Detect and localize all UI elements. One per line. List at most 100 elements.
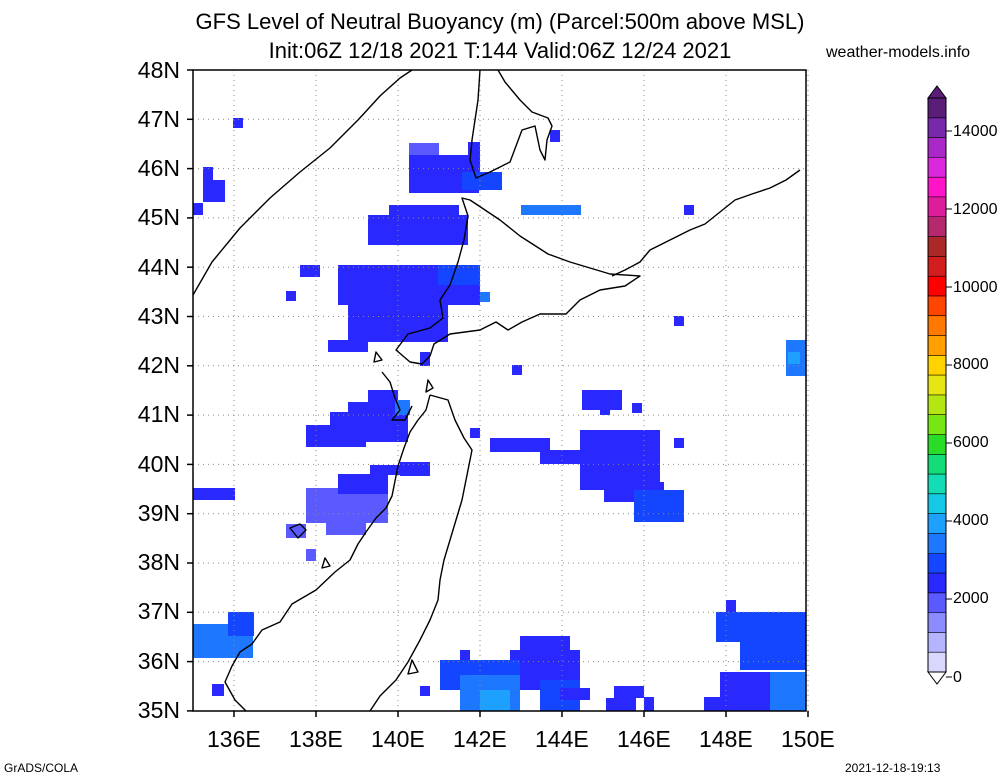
buoyancy-cell — [674, 316, 684, 326]
colorbar-swatch — [928, 592, 946, 614]
buoyancy-cell — [470, 428, 480, 438]
buoyancy-cell — [582, 390, 622, 410]
colorbar-swatch — [928, 394, 946, 416]
colorbar-swatch — [928, 295, 946, 317]
buoyancy-cell — [644, 697, 654, 711]
buoyancy-cell — [560, 688, 590, 700]
lat-tick-label: 35N — [137, 697, 180, 723]
graticule — [193, 70, 809, 711]
colorbar-swatch — [928, 434, 946, 455]
colorbar-swatch — [928, 375, 946, 396]
buoyancy-cell — [726, 600, 736, 612]
buoyancy-shading — [193, 118, 806, 711]
colorbar-swatch — [928, 454, 946, 475]
coastline-islet-c — [321, 557, 331, 569]
coastlines — [193, 70, 801, 711]
lon-tick-label: 140E — [371, 726, 425, 752]
buoyancy-cell — [704, 697, 734, 711]
lon-tick-label: 144E — [535, 726, 589, 752]
buoyancy-cell — [193, 203, 203, 215]
buoyancy-cell — [512, 365, 522, 375]
lat-tick-label: 40N — [137, 451, 180, 477]
colorbar-label: 0 — [953, 669, 962, 686]
colorbar-swatch — [928, 157, 946, 178]
lat-tick-label: 36N — [137, 648, 180, 674]
lat-tick-label: 43N — [137, 303, 180, 329]
coastline-islet-b — [373, 351, 383, 363]
lat-tick-label: 37N — [137, 598, 180, 624]
coastline-kurils — [611, 169, 801, 277]
buoyancy-cell — [203, 167, 213, 181]
buoyancy-cell — [338, 474, 388, 494]
colorbar-swatch — [928, 335, 946, 356]
colorbar-swatch — [928, 137, 946, 158]
buoyancy-cell — [480, 292, 490, 302]
buoyancy-cell — [460, 650, 470, 660]
lon-tick-label: 148E — [699, 726, 753, 752]
buoyancy-cell — [203, 180, 225, 202]
buoyancy-cell — [490, 438, 550, 452]
coastline-islet-d — [407, 659, 419, 675]
lat-tick-label: 45N — [137, 204, 180, 230]
colorbar-swatch — [928, 98, 946, 119]
buoyancy-cell — [580, 430, 660, 490]
buoyancy-cell — [438, 265, 480, 285]
coastline-hokkaido — [395, 197, 641, 365]
footer-timestamp: 2021-12-18-19:13 — [845, 761, 941, 775]
lat-tick-label: 38N — [137, 549, 180, 575]
buoyancy-cell — [326, 515, 366, 535]
colorbar-swatch — [928, 414, 946, 435]
coastline-sakhalin — [469, 70, 553, 179]
buoyancy-cell — [740, 630, 806, 670]
buoyancy-cell — [462, 172, 502, 190]
lon-tick-label: 146E — [617, 726, 671, 752]
footer-software: GrADS/COLA — [4, 761, 79, 775]
coastline-mainland-asia — [193, 70, 413, 296]
buoyancy-cell — [420, 686, 430, 696]
site-credit: weather-models.info — [826, 44, 971, 61]
buoyancy-cell — [600, 405, 610, 415]
buoyancy-cell — [330, 412, 360, 428]
colorbar-label: 10000 — [953, 279, 998, 296]
buoyancy-cell — [286, 291, 296, 301]
colorbar-label: 4000 — [953, 512, 989, 529]
colorbar-label: 8000 — [953, 356, 989, 373]
colorbar-swatch — [928, 315, 946, 337]
buoyancy-cell — [674, 438, 684, 448]
colorbar-label: 6000 — [953, 434, 989, 451]
buoyancy-cell — [306, 549, 316, 561]
buoyancy-cell — [634, 490, 684, 522]
colorbar-swatch — [928, 216, 946, 238]
axis-ticks — [187, 69, 809, 717]
colorbar-top-arrow — [927, 85, 947, 99]
buoyancy-cell — [212, 684, 224, 696]
colorbar-label: 12000 — [953, 201, 998, 218]
buoyancy-cell — [193, 488, 235, 500]
buoyancy-cell — [480, 690, 510, 711]
colorbar-swatch — [928, 632, 946, 653]
lat-tick-label: 47N — [137, 106, 180, 132]
buoyancy-cell — [300, 265, 320, 277]
colorbar-swatch — [928, 612, 946, 633]
buoyancy-cell — [328, 340, 368, 352]
buoyancy-cell — [632, 403, 642, 413]
colorbar-swatch — [928, 236, 946, 257]
buoyancy-cell — [521, 205, 581, 215]
buoyancy-cell — [788, 352, 800, 364]
lat-tick-label: 39N — [137, 500, 180, 526]
buoyancy-cell — [370, 465, 400, 475]
lat-tick-label: 46N — [137, 155, 180, 181]
colorbar-bottom-arrow — [927, 671, 947, 685]
buoyancy-cell — [400, 462, 430, 476]
chart-title-line1: GFS Level of Neutral Buoyancy (m) (Parce… — [195, 9, 805, 34]
colorbar-label: 14000 — [953, 123, 998, 140]
buoyancy-cell — [684, 205, 694, 215]
colorbar-label: 2000 — [953, 590, 989, 607]
buoyancy-cell — [368, 390, 398, 410]
colorbar-swatch — [928, 276, 946, 297]
lon-tick-label: 136E — [207, 726, 261, 752]
colorbar-swatch — [928, 117, 946, 139]
colorbar-swatch — [928, 533, 946, 554]
colorbar-swatch — [928, 553, 946, 574]
